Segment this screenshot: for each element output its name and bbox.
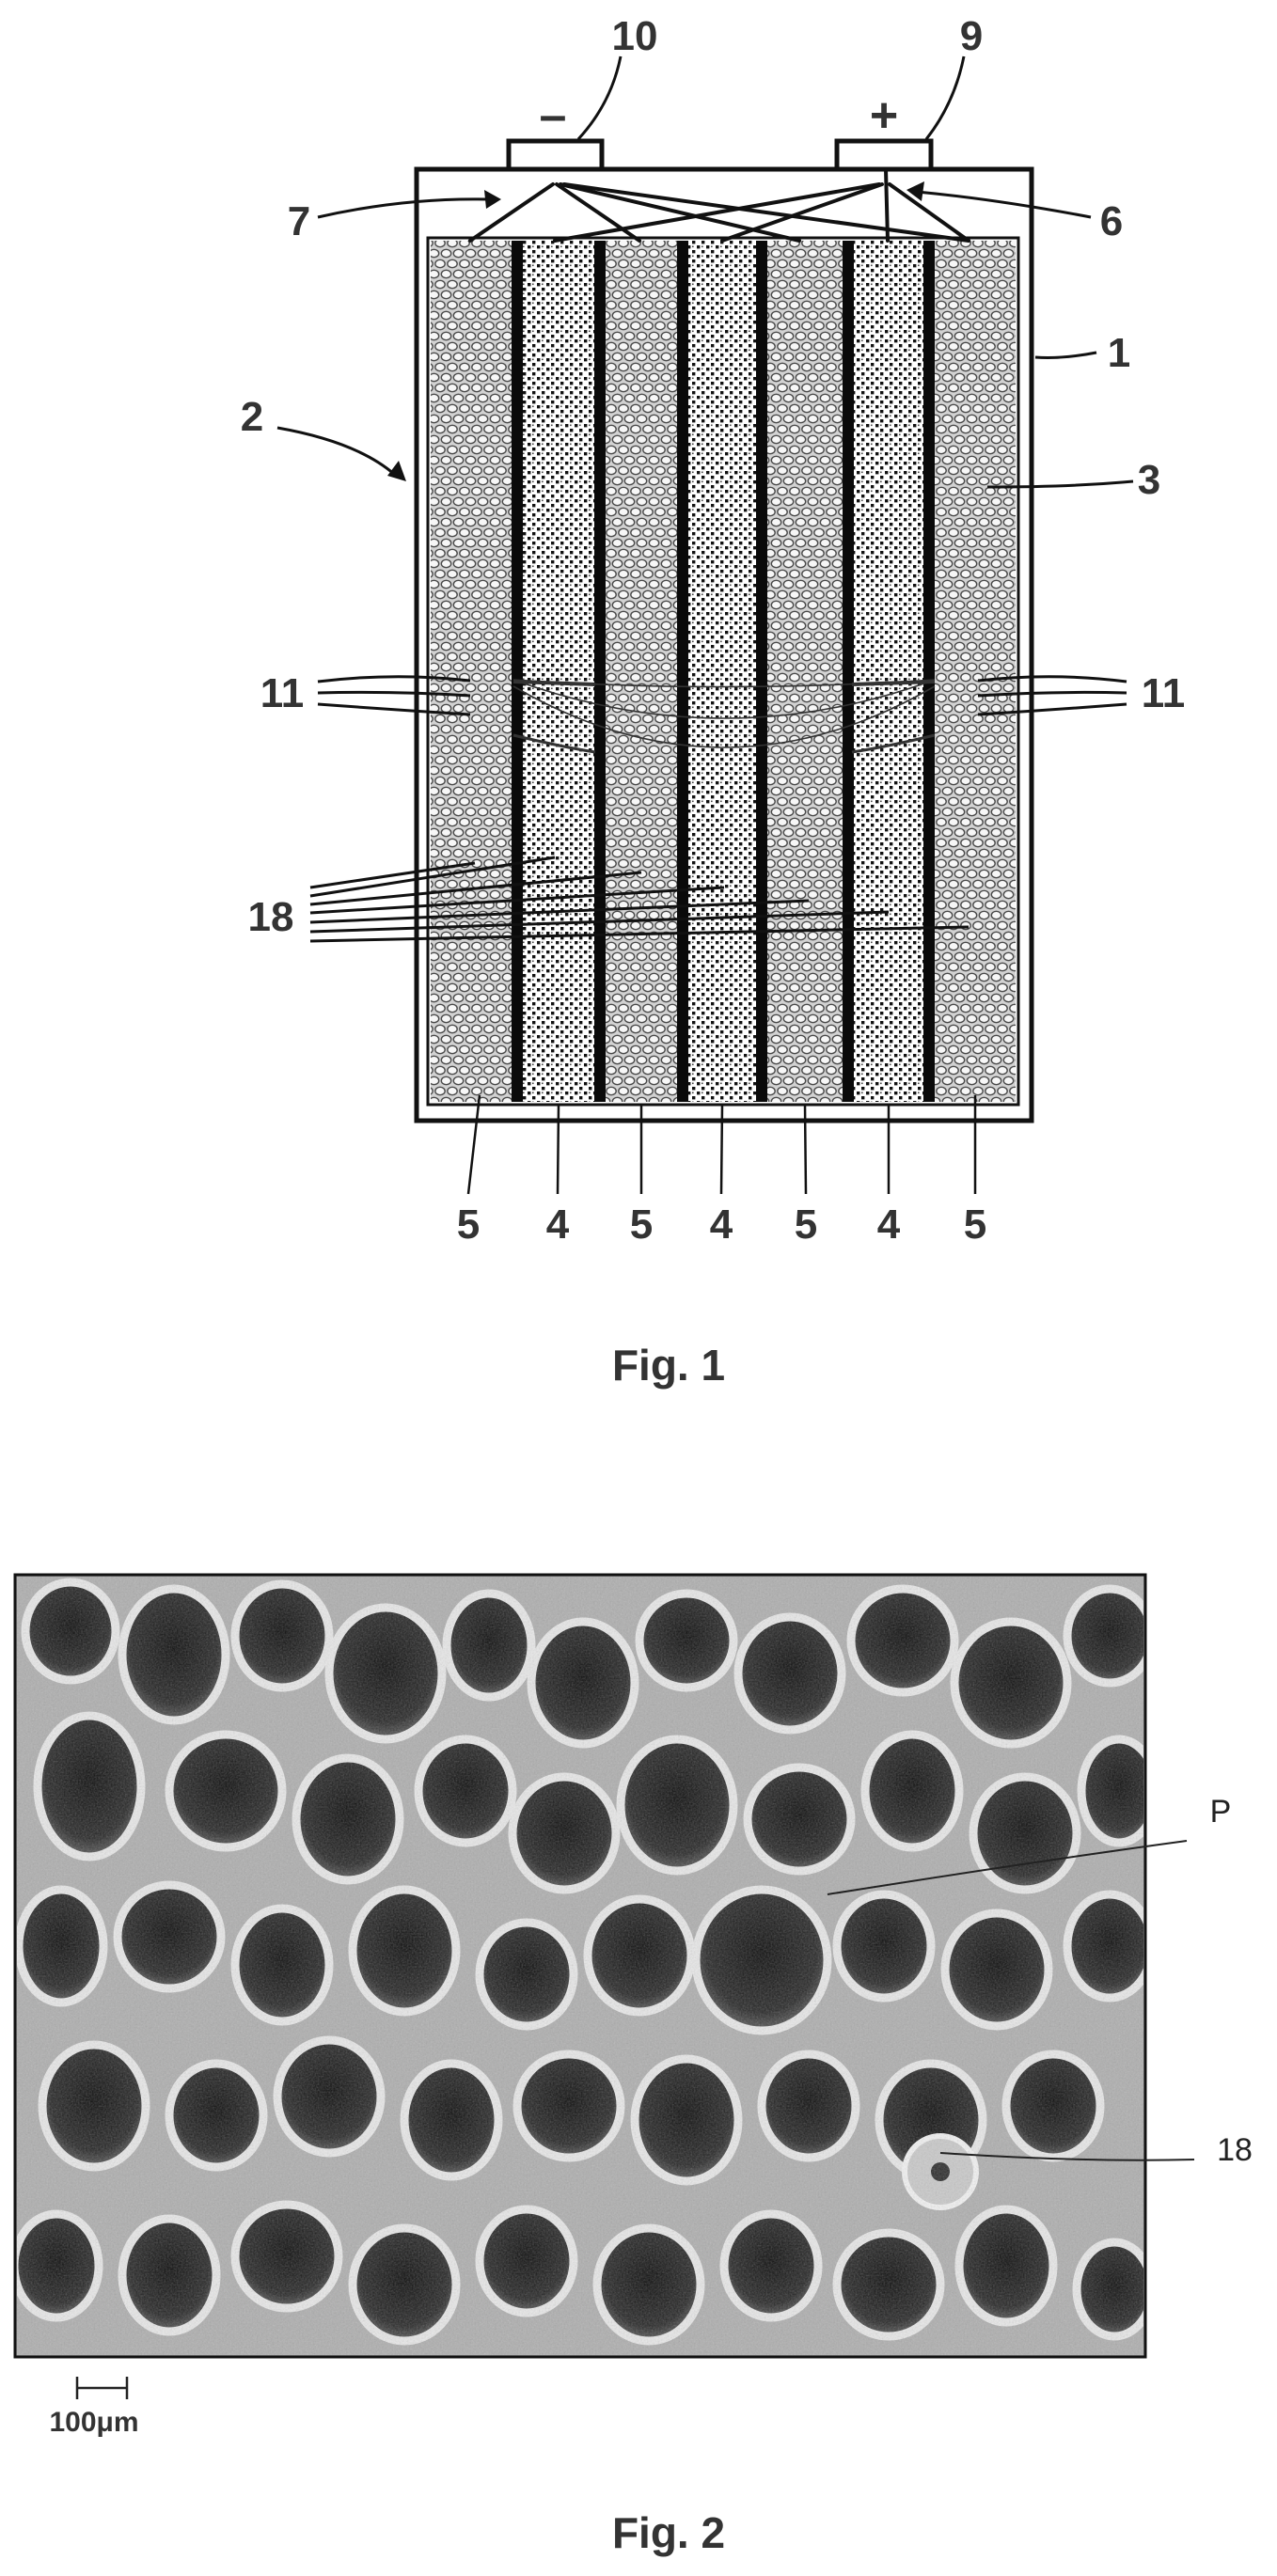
label-18-fig2: 18	[1217, 2132, 1253, 2168]
layer-label-1: 5	[457, 1202, 480, 1248]
ref-7: 7	[288, 198, 310, 244]
separator-e	[843, 241, 854, 1102]
ref-11-right: 11	[1142, 670, 1186, 716]
separator-b	[594, 241, 606, 1102]
leader-9	[926, 56, 964, 139]
layer-5-c	[767, 241, 843, 1102]
scale-bar	[77, 2377, 127, 2399]
layer-4-c	[854, 241, 923, 1102]
layer-label-2: 4	[546, 1202, 570, 1248]
separator-f	[923, 241, 935, 1102]
ref-2: 2	[241, 394, 263, 440]
ref-9: 9	[960, 13, 983, 59]
ref-3: 3	[1138, 457, 1160, 503]
layer-5-d	[935, 241, 1016, 1102]
leader-1	[1035, 353, 1096, 357]
negative-terminal	[509, 141, 602, 169]
ref-10: 10	[612, 13, 658, 59]
figure-2-caption: Fig. 2	[612, 2508, 725, 2557]
ref-11-left: 11	[260, 670, 305, 716]
ref-6: 6	[1100, 198, 1123, 244]
figure-1-caption: Fig. 1	[612, 1341, 725, 1390]
positive-symbol: +	[870, 88, 898, 143]
micrograph	[14, 1577, 1157, 2355]
ref-1: 1	[1108, 330, 1130, 376]
separator-a	[512, 241, 523, 1102]
separator-d	[756, 241, 767, 1102]
layer-5-a	[431, 241, 512, 1102]
layer-4-b	[688, 241, 756, 1102]
figure-1: – + 10 9 7 6 1 2 3 11 11 18 5 4 5 4 5 4 …	[241, 13, 1186, 1390]
figure-2: P 18 100μm Fig. 2	[14, 1575, 1253, 2557]
layer-5-b	[606, 241, 677, 1102]
leader-2	[277, 428, 395, 475]
positive-terminal	[837, 141, 931, 169]
layer-4-a	[523, 241, 594, 1102]
leader-10	[578, 56, 621, 139]
label-p: P	[1210, 1794, 1232, 1830]
negative-symbol: –	[540, 88, 567, 143]
layer-labels: 5 4 5 4 5 4 5	[457, 1202, 986, 1248]
layer-label-7: 5	[964, 1202, 986, 1248]
separator-c	[677, 241, 688, 1102]
layer-label-6: 4	[877, 1202, 901, 1248]
layer-label-3: 5	[630, 1202, 653, 1248]
layer-label-5: 5	[795, 1202, 817, 1248]
layer-label-4: 4	[710, 1202, 733, 1248]
scale-bar-label: 100μm	[49, 2407, 138, 2438]
ref-18: 18	[248, 894, 294, 940]
